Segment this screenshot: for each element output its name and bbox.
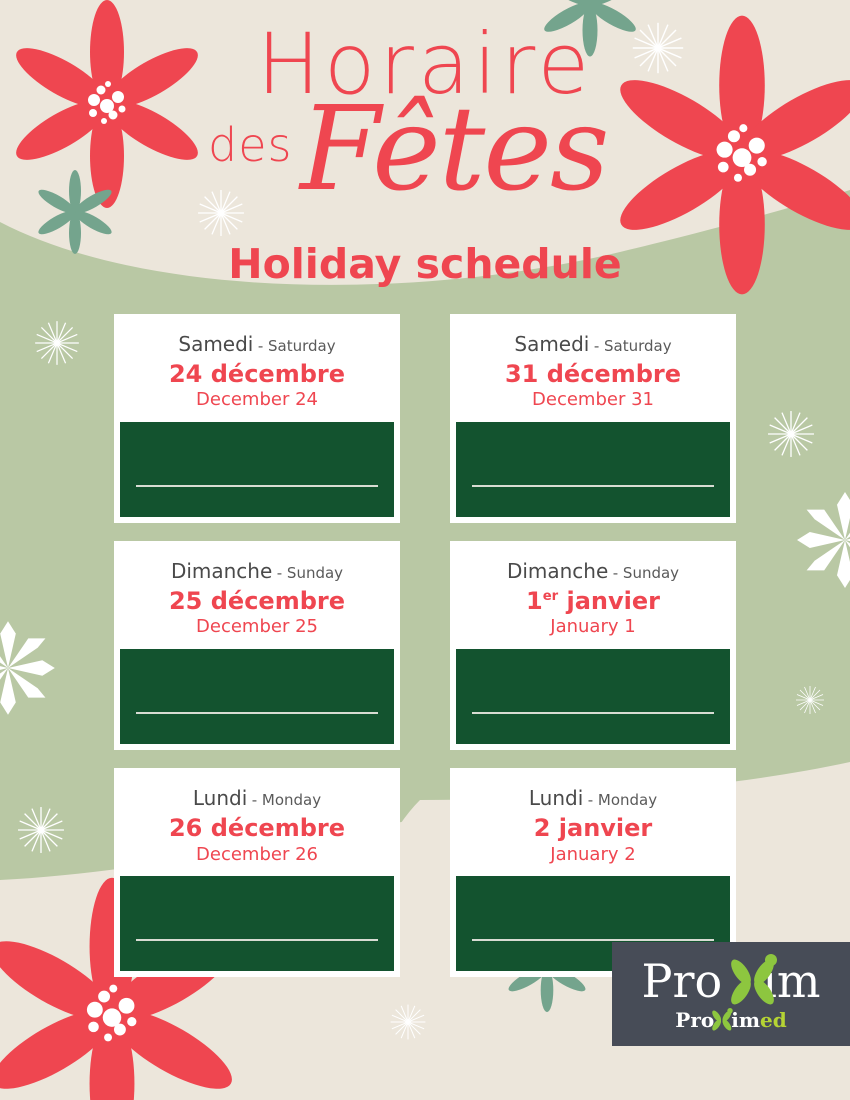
teal-starburst-lower-left — [34, 320, 80, 366]
schedule-card[interactable]: Dimanche - Sunday 1er janvier January 1 — [450, 541, 736, 751]
card-day-fr: Samedi — [178, 332, 254, 356]
white-starburst-right — [767, 410, 815, 458]
logo-wordmark-proximed: Pro imed — [675, 1008, 787, 1032]
card-date-fr: 31 décembre — [504, 360, 681, 388]
white-starburst-right-lower — [795, 685, 825, 715]
card-day-en: - Saturday — [257, 337, 336, 355]
schedule-card-grid: Samedi - Saturday 24 décembre December 2… — [114, 314, 736, 995]
logo-text-im: im — [762, 954, 821, 1008]
logo-text-pro: Pro — [641, 954, 723, 1008]
card-date-en: January 2 — [550, 843, 636, 865]
subtitle-holiday-schedule: Holiday schedule — [228, 240, 622, 288]
card-row-2: Dimanche - Sunday 25 décembre December 2… — [114, 541, 736, 751]
logo-sub-pro: Pro — [675, 1008, 715, 1032]
card-day-line: Lundi - Monday — [124, 786, 390, 810]
card-hours-panel[interactable] — [120, 876, 394, 972]
card-hours-writeline — [136, 712, 378, 715]
white-starburst-bottom-center — [390, 1004, 426, 1040]
card-day-en: - Sunday — [612, 564, 680, 583]
card-row-1: Samedi - Saturday 24 décembre December 2… — [114, 314, 736, 524]
card-date-fr: 24 décembre — [168, 360, 345, 388]
card-hours-panel[interactable] — [456, 649, 730, 745]
card-day-line: Dimanche - Sunday — [460, 559, 726, 583]
card-header: Samedi - Saturday 24 décembre December 2… — [120, 320, 394, 419]
card-date-fr: 2 janvier — [533, 814, 653, 843]
schedule-card[interactable]: Samedi - Saturday 24 décembre December 2… — [114, 314, 400, 524]
card-day-en: - Monday — [587, 791, 658, 810]
card-day-line: Lundi - Monday — [460, 786, 726, 810]
card-day-fr: Lundi — [192, 786, 248, 811]
title-fetes: Fêtes — [300, 82, 610, 217]
card-day-en: - Sunday — [276, 564, 344, 583]
poster-header: Horaire des Fêtes Holiday schedule — [0, 0, 850, 300]
card-day-fr: Dimanche — [506, 559, 609, 584]
card-date-fr: 1er janvier — [460, 588, 726, 614]
card-day-en: - Saturday — [593, 337, 672, 355]
schedule-card[interactable]: Samedi - Saturday 31 décembre December 3… — [450, 314, 736, 524]
logo-sub-im: im — [731, 1008, 760, 1032]
white-snowflake-right — [797, 492, 850, 588]
card-hours-panel[interactable] — [120, 649, 394, 745]
logo-wordmark-proxim: Pro im — [642, 954, 820, 1005]
card-date-fr-prefix: 1 — [525, 587, 543, 616]
card-day-line: Dimanche - Sunday — [124, 559, 390, 583]
card-header: Samedi - Saturday 31 décembre December 3… — [456, 320, 730, 419]
schedule-card[interactable]: Lundi - Monday 26 décembre December 26 — [114, 768, 400, 978]
title-des: des — [208, 118, 293, 172]
card-day-en: - Monday — [251, 791, 322, 810]
card-date-en: December 26 — [196, 843, 318, 865]
card-day-fr: Lundi — [528, 786, 584, 811]
schedule-card[interactable]: Dimanche - Sunday 25 décembre December 2… — [114, 541, 400, 751]
card-date-fr: 25 décembre — [168, 587, 345, 616]
card-header: Lundi - Monday 2 janvier January 2 — [456, 774, 730, 873]
card-header: Dimanche - Sunday 1er janvier January 1 — [456, 547, 730, 646]
card-hours-writeline — [472, 939, 714, 942]
logo-sub-ed: ed — [759, 1008, 787, 1032]
card-date-en: December 31 — [532, 389, 654, 411]
card-hours-panel[interactable] — [456, 422, 730, 518]
card-hours-writeline — [136, 939, 378, 942]
white-starburst-bottom-left — [17, 806, 65, 854]
card-day-line: Samedi - Saturday — [460, 332, 726, 356]
card-day-fr: Samedi — [514, 332, 590, 356]
card-header: Lundi - Monday 26 décembre December 26 — [120, 774, 394, 873]
card-date-en: January 1 — [550, 616, 636, 638]
card-date-fr-suffix: janvier — [558, 587, 660, 616]
proxim-logo[interactable]: Pro im Pro imed — [612, 942, 850, 1046]
card-hours-writeline — [472, 485, 714, 488]
card-date-fr-ordinal: er — [542, 589, 559, 605]
card-hours-writeline — [136, 485, 378, 488]
card-hours-writeline — [472, 712, 714, 715]
card-header: Dimanche - Sunday 25 décembre December 2… — [120, 547, 394, 646]
card-hours-panel[interactable] — [120, 422, 394, 518]
card-date-fr: 26 décembre — [168, 814, 345, 843]
card-day-fr: Dimanche — [170, 559, 273, 584]
card-date-en: December 25 — [196, 616, 318, 638]
white-snowflake-left — [0, 621, 55, 715]
card-day-line: Samedi - Saturday — [124, 332, 390, 356]
card-date-en: December 24 — [196, 389, 318, 411]
